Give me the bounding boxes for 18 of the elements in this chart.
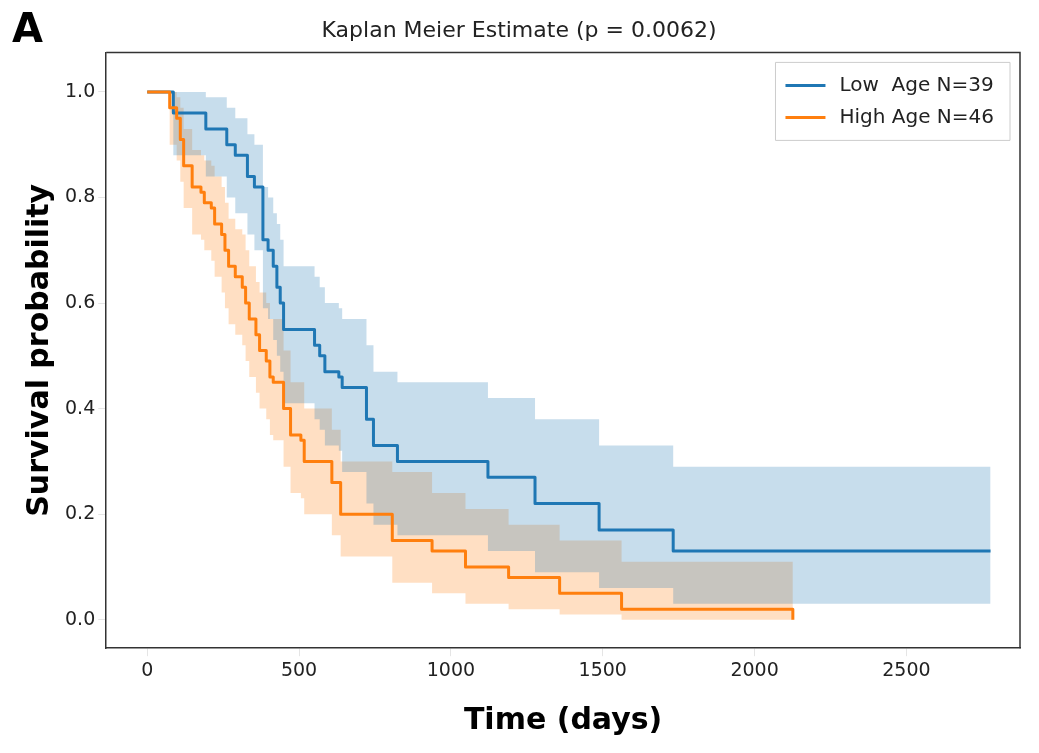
x-tick-label: 2500 [882,657,931,680]
y-tick-label: 1.0 [65,78,96,101]
y-tick-label: 0.4 [65,395,96,418]
x-tick-label: 500 [280,657,318,680]
legend-label: Low Age N=39 [839,71,994,96]
y-axis-title: Survival probability [19,183,55,517]
x-tick-label: 1000 [426,657,476,680]
y-tick-label: 0.2 [65,501,96,524]
x-tick-label: 0 [141,657,154,680]
y-tick-label: 0.6 [65,290,96,313]
x-tick-label: 1500 [578,657,627,680]
text: A [12,5,43,52]
x-axis-title: Time (days) [463,700,663,736]
y-tick-label: 0.8 [65,184,96,207]
y-tick-label: 0.0 [65,606,96,629]
legend-label: High Age N=46 [839,103,994,128]
chart-title: Kaplan Meier Estimate (p = 0.0062) [321,16,717,42]
x-tick-label: 2000 [730,657,779,680]
